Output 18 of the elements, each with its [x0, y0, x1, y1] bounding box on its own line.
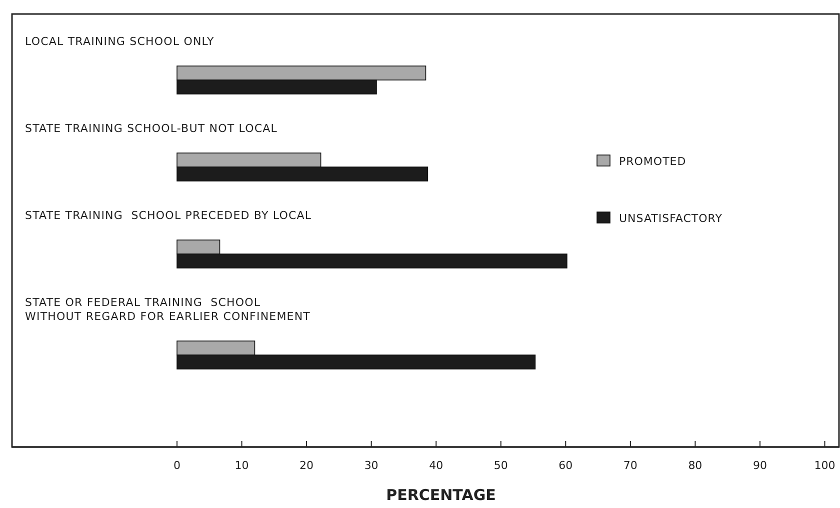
- x-tick-label: 0: [174, 459, 180, 472]
- y-tick-label: STATE TRAINING SCHOOL PRECEDED BY LOCAL: [25, 209, 312, 222]
- x-tick-label: 30: [364, 459, 378, 472]
- x-tick-label: 60: [558, 459, 573, 472]
- y-tick-label: STATE OR FEDERAL TRAINING SCHOOL WITHOUT REGARD FOR EARLIER CONFINEMENT: [25, 296, 310, 323]
- x-tick-label: 100: [814, 459, 836, 472]
- x-tick-label: 90: [752, 459, 767, 472]
- y-tick-label: STATE TRAINING SCHOOL-BUT NOT LOCAL: [25, 122, 278, 135]
- x-tick-label: 80: [688, 459, 702, 472]
- legend-label: UNSATISFACTORY: [619, 212, 722, 225]
- y-tick-label: LOCAL TRAINING SCHOOL ONLY: [25, 35, 214, 48]
- x-tick-label: 50: [494, 459, 508, 472]
- x-tick-label: 20: [300, 459, 314, 472]
- x-axis-title: PERCENTAGE: [386, 486, 496, 504]
- x-tick-label: 10: [234, 459, 249, 472]
- x-tick-label: 40: [429, 459, 444, 472]
- x-tick-label: 70: [623, 459, 638, 472]
- legend-label: PROMOTED: [619, 155, 686, 168]
